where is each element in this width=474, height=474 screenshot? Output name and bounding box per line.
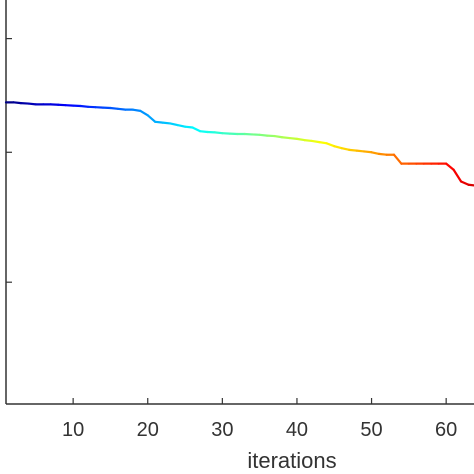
series-segment bbox=[27, 102, 37, 106]
plot-area bbox=[6, 0, 474, 404]
x-axis-ticks: 10 20 30 40 50 60 bbox=[62, 398, 457, 441]
series-segment bbox=[139, 109, 149, 117]
y-axis-ticks bbox=[6, 37, 12, 283]
series-segment bbox=[370, 151, 381, 156]
series-segment bbox=[325, 142, 336, 148]
series-segment bbox=[295, 137, 306, 142]
series-segment bbox=[340, 147, 351, 151]
series-segment bbox=[146, 114, 157, 123]
series-segment bbox=[280, 136, 291, 140]
series-segment bbox=[362, 150, 373, 154]
series-segment bbox=[273, 134, 284, 139]
series-segment bbox=[191, 126, 202, 133]
x-tick-label: 10 bbox=[62, 419, 84, 441]
series-segment bbox=[452, 168, 463, 183]
series-segment bbox=[288, 136, 299, 140]
series-segment bbox=[198, 130, 209, 134]
series-segment bbox=[392, 153, 403, 165]
x-tick-label: 40 bbox=[286, 419, 308, 441]
series-segment bbox=[131, 108, 142, 112]
series-segment bbox=[355, 149, 366, 153]
series-segment bbox=[348, 148, 358, 152]
x-axis-label: iterations bbox=[247, 448, 336, 473]
series-segment bbox=[310, 139, 321, 144]
series-segment bbox=[213, 131, 224, 135]
series-segment bbox=[109, 106, 120, 110]
series-segment bbox=[12, 101, 23, 105]
x-tick-label: 20 bbox=[137, 419, 159, 441]
series-segment bbox=[445, 162, 455, 171]
series-segment bbox=[176, 123, 187, 128]
x-tick-label: 60 bbox=[435, 419, 457, 441]
series-segment bbox=[258, 133, 269, 137]
series-segment bbox=[169, 122, 179, 127]
series-segment bbox=[467, 183, 474, 187]
series-segment bbox=[377, 152, 388, 156]
series-segment bbox=[333, 145, 343, 150]
series-segment bbox=[459, 180, 470, 186]
series-segment bbox=[79, 104, 90, 108]
series-segment bbox=[116, 107, 127, 111]
series-segment bbox=[318, 141, 328, 145]
series-segment bbox=[154, 120, 164, 124]
series-segment bbox=[303, 139, 313, 143]
series-segment bbox=[161, 121, 172, 125]
series-segment bbox=[183, 125, 194, 129]
x-tick-label: 30 bbox=[211, 419, 233, 441]
x-tick-label: 50 bbox=[360, 419, 382, 441]
series-line bbox=[4, 101, 474, 187]
